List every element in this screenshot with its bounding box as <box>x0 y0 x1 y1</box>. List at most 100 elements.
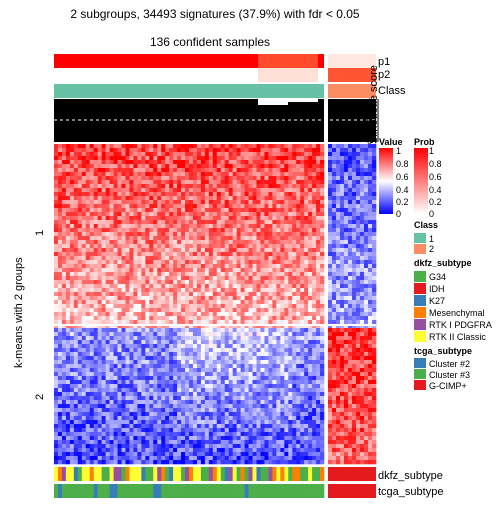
heatmap-cell <box>106 340 110 344</box>
heatmap-cell <box>336 356 340 360</box>
heatmap-cell <box>348 372 352 376</box>
heatmap-cell <box>264 208 268 212</box>
heatmap-cell <box>260 364 264 368</box>
heatmap-cell <box>177 344 181 348</box>
heatmap-cell <box>102 148 106 152</box>
heatmap-cell <box>245 268 249 272</box>
heatmap-cell <box>257 280 261 284</box>
heatmap-cell <box>118 252 122 256</box>
heatmap-cell <box>245 320 249 324</box>
heatmap-cell <box>125 240 129 244</box>
heatmap-cell <box>245 340 249 344</box>
heatmap-cell <box>344 152 348 156</box>
heatmap-cell <box>145 280 149 284</box>
heatmap-cell <box>66 188 70 192</box>
heatmap-cell <box>249 320 253 324</box>
heatmap-cell <box>296 368 300 372</box>
heatmap-cell <box>268 236 272 240</box>
heatmap-cell <box>260 308 264 312</box>
heatmap-cell <box>106 172 110 176</box>
heatmap-cell <box>94 196 98 200</box>
heatmap-cell <box>145 332 149 336</box>
heatmap-cell <box>316 292 320 296</box>
heatmap-cell <box>308 200 312 204</box>
heatmap-cell <box>276 300 280 304</box>
heatmap-cell <box>141 280 145 284</box>
heatmap-cell <box>288 160 292 164</box>
heatmap-cell <box>233 240 237 244</box>
heatmap-cell <box>181 236 185 240</box>
heatmap-cell <box>300 332 304 336</box>
heatmap-cell <box>356 260 360 264</box>
heatmap-cell <box>257 148 261 152</box>
heatmap-cell <box>260 196 264 200</box>
heatmap-cell <box>98 220 102 224</box>
heatmap-cell <box>328 256 332 260</box>
heatmap-cell <box>241 300 245 304</box>
heatmap-cell <box>197 316 201 320</box>
heatmap-cell <box>145 360 149 364</box>
heatmap-cell <box>90 244 94 248</box>
heatmap-cell <box>177 284 181 288</box>
heatmap-cell <box>312 168 316 172</box>
heatmap-cell <box>268 244 272 248</box>
heatmap-cell <box>320 232 324 236</box>
heatmap-cell <box>177 264 181 268</box>
heatmap-cell <box>169 296 173 300</box>
heatmap-cell <box>237 320 241 324</box>
heatmap-cell <box>209 280 213 284</box>
heatmap-cell <box>217 260 221 264</box>
heatmap-cell <box>114 368 118 372</box>
heatmap-cell <box>348 380 352 384</box>
heatmap-cell <box>118 168 122 172</box>
heatmap-cell <box>54 176 58 180</box>
heatmap-cell <box>229 264 233 268</box>
heatmap-cell <box>340 292 344 296</box>
heatmap-cell <box>169 360 173 364</box>
heatmap-cell <box>145 228 149 232</box>
heatmap-cell <box>332 248 336 252</box>
heatmap-cell <box>110 296 114 300</box>
heatmap-cell <box>110 376 114 380</box>
heatmap-cell <box>209 372 213 376</box>
heatmap-cell <box>205 316 209 320</box>
heatmap-cell <box>205 196 209 200</box>
heatmap-cell <box>169 156 173 160</box>
heatmap-cell <box>185 192 189 196</box>
heatmap-cell <box>360 312 364 316</box>
heatmap-cell <box>145 388 149 392</box>
heatmap-cell <box>58 300 62 304</box>
heatmap-cell <box>133 276 137 280</box>
heatmap-cell <box>169 376 173 380</box>
heatmap-cell <box>229 196 233 200</box>
heatmap-cell <box>233 360 237 364</box>
heatmap-cell <box>229 312 233 316</box>
heatmap-cell <box>229 364 233 368</box>
heatmap-cell <box>137 340 141 344</box>
heatmap-cell <box>253 380 257 384</box>
heatmap-cell <box>344 240 348 244</box>
heatmap-cell <box>340 316 344 320</box>
heatmap-cell <box>229 320 233 324</box>
heatmap-cell <box>110 240 114 244</box>
heatmap-cell <box>114 220 118 224</box>
heatmap-cell <box>114 336 118 340</box>
heatmap-cell <box>114 216 118 220</box>
heatmap-cell <box>372 276 376 280</box>
heatmap-cell <box>348 328 352 332</box>
heatmap-cell <box>352 272 356 276</box>
heatmap-cell <box>245 312 249 316</box>
heatmap-cell <box>320 156 324 160</box>
heatmap-cell <box>137 376 141 380</box>
heatmap-cell <box>125 176 129 180</box>
heatmap-cell <box>264 320 268 324</box>
heatmap-cell <box>201 316 205 320</box>
heatmap-cell <box>348 172 352 176</box>
heatmap-cell <box>149 156 153 160</box>
heatmap-cell <box>260 184 264 188</box>
heatmap-cell <box>62 216 66 220</box>
heatmap-cell <box>145 284 149 288</box>
heatmap-cell <box>280 348 284 352</box>
heatmap-cell <box>122 304 126 308</box>
heatmap-cell <box>292 328 296 332</box>
